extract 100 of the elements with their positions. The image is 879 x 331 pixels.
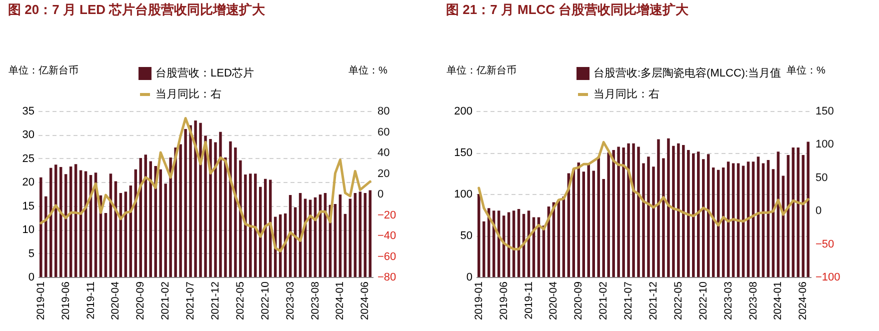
bar <box>687 150 690 277</box>
bar <box>199 122 202 277</box>
x-tick-label: 2024-01 <box>334 281 346 320</box>
x-tick-label: 2022-05 <box>234 281 246 320</box>
y2-tick-label: 50 <box>816 172 828 184</box>
bar <box>692 153 695 277</box>
bar <box>184 129 187 277</box>
y2-tick-label: 0 <box>816 205 822 218</box>
y-axis-title: 单位：亿新台币 <box>446 64 516 76</box>
y2-tick-label: −80 <box>378 272 396 284</box>
y2-axis-title: 单位：% <box>348 64 388 76</box>
bar <box>582 172 586 277</box>
x-tick-label: 2022-10 <box>259 281 272 320</box>
x-tick-label: 2021-07 <box>622 281 635 320</box>
x-tick-label: 2024-06 <box>797 281 810 320</box>
bar <box>602 179 605 277</box>
y2-tick-label: 0 <box>378 188 384 200</box>
bar <box>154 166 157 277</box>
bar <box>637 146 640 277</box>
x-tick-label: 2019-06 <box>60 281 72 320</box>
x-tick-label: 2019-06 <box>498 281 510 320</box>
x-tick-label: 2021-12 <box>647 281 660 320</box>
x-tick-label: 2024-01 <box>772 281 784 320</box>
x-tick-label: 2021-02 <box>598 281 610 320</box>
bar <box>159 169 162 277</box>
legend-label: 当月同比：右 <box>594 88 660 100</box>
y-tick-label: 5 <box>28 248 34 260</box>
x-tick-label: 2023-03 <box>284 281 296 320</box>
x-tick-label: 2019-01 <box>34 281 47 320</box>
bar <box>632 143 635 277</box>
y-tick-label: 0 <box>28 272 34 284</box>
bar <box>482 221 486 277</box>
x-tick-label: 2023-03 <box>722 281 734 320</box>
y2-tick-label: −40 <box>378 230 396 242</box>
y2-tick-label: −20 <box>378 209 396 222</box>
line-series <box>40 117 372 252</box>
y2-tick-label: 60 <box>378 126 390 138</box>
x-tick-label: 2021-12 <box>209 281 222 320</box>
y2-tick-label: −60 <box>378 250 396 263</box>
x-tick-label: 2020-04 <box>548 281 560 320</box>
bar <box>612 150 615 277</box>
y-tick-label: 150 <box>454 147 472 159</box>
bar <box>587 164 590 277</box>
chart-title: 图 20：7 月 LED 芯片台股营收同比增速扩大 <box>8 2 266 17</box>
bar <box>214 142 217 277</box>
bar <box>204 136 207 277</box>
line-series <box>478 140 810 250</box>
bar <box>682 145 685 277</box>
y-tick-label: 15 <box>22 200 34 212</box>
y-tick-label: 20 <box>22 176 34 189</box>
bar <box>164 184 167 277</box>
x-tick-label: 2022-05 <box>672 281 684 320</box>
y-tick-label: 0 <box>466 272 472 284</box>
bar <box>358 192 362 277</box>
bar <box>244 174 247 277</box>
y2-tick-label: −50 <box>816 238 834 250</box>
bar <box>229 141 232 277</box>
y-axis-title: 单位：亿新台币 <box>8 64 78 76</box>
legend-label: 台股营收：LED芯片 <box>156 66 254 80</box>
x-tick-label: 2021-02 <box>160 281 172 320</box>
bar <box>592 170 595 277</box>
y2-axis-title: 单位：% <box>786 64 826 76</box>
y-tick-label: 30 <box>22 129 34 142</box>
x-tick-label: 2023-08 <box>747 281 760 320</box>
x-tick-label: 2019-01 <box>472 281 485 320</box>
y-tick-label: 50 <box>460 230 472 242</box>
y2-tick-label: −100 <box>816 272 840 284</box>
bar <box>348 198 352 277</box>
x-tick-label: 2022-10 <box>697 281 710 320</box>
bar <box>338 194 342 277</box>
bar <box>104 212 108 277</box>
x-tick-label: 2024-06 <box>359 281 372 320</box>
bar <box>622 148 625 277</box>
bar <box>224 157 227 277</box>
y-tick-label: 35 <box>22 106 34 118</box>
bar <box>368 190 372 277</box>
y-tick-label: 25 <box>22 152 34 165</box>
bar <box>652 166 655 277</box>
x-tick-label: 2020-04 <box>110 281 122 320</box>
bar <box>234 148 237 277</box>
bar <box>642 163 645 277</box>
x-tick-label: 2023-08 <box>309 281 322 320</box>
bar <box>477 194 480 277</box>
bar <box>239 160 242 277</box>
bar <box>597 156 600 277</box>
bar <box>179 144 182 277</box>
y-tick-label: 100 <box>454 188 472 200</box>
y2-tick-label: 20 <box>378 168 390 180</box>
bar <box>249 174 252 277</box>
bar <box>344 214 347 277</box>
y2-tick-label: 40 <box>378 147 390 159</box>
bar <box>209 138 212 277</box>
legend-label: 台股营收:多层陶瓷电容(MLCC):当月值 <box>594 66 782 80</box>
y2-tick-label: 150 <box>816 106 834 118</box>
bar <box>194 120 197 277</box>
y-tick-label: 200 <box>454 106 472 118</box>
x-tick-label: 2020-09 <box>134 281 147 320</box>
chart-title: 图 21：7 月 MLCC 台股营收同比增速扩大 <box>446 2 690 17</box>
bar <box>189 125 192 277</box>
x-tick-label: 2019-11 <box>84 281 97 320</box>
